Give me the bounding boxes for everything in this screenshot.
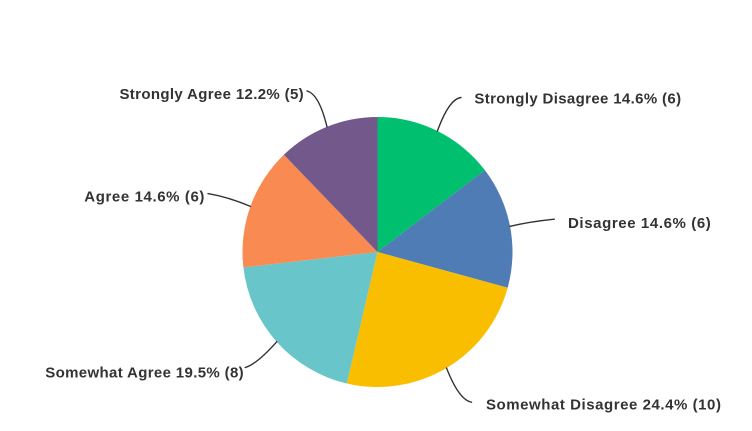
svg-text:Strongly Disagree 14.6% (6): Strongly Disagree 14.6% (6) <box>474 91 681 108</box>
svg-text:Disagree 14.6% (6): Disagree 14.6% (6) <box>568 215 711 232</box>
svg-text:Somewhat Disagree 24.4% (10): Somewhat Disagree 24.4% (10) <box>486 396 722 413</box>
svg-text:Somewhat Agree 19.5% (8): Somewhat Agree 19.5% (8) <box>45 364 244 381</box>
svg-text:Strongly Agree 12.2% (5): Strongly Agree 12.2% (5) <box>119 86 304 103</box>
svg-text:Agree 14.6% (6): Agree 14.6% (6) <box>84 189 205 206</box>
